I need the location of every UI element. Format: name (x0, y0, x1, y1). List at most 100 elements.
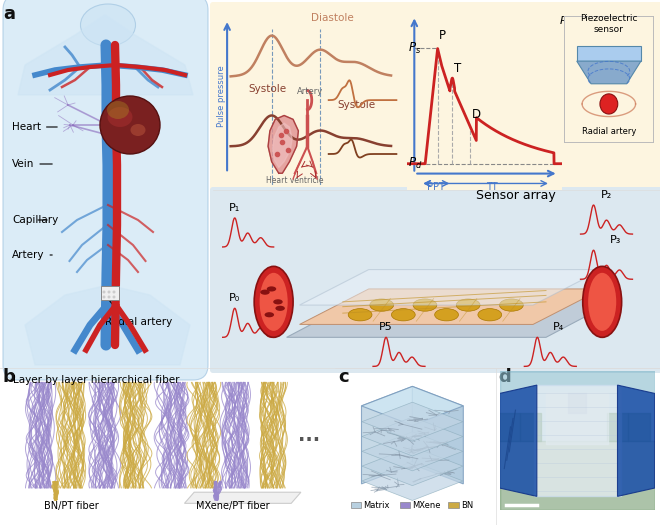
Text: Piezoelectric: Piezoelectric (580, 14, 638, 23)
Text: P₀: P₀ (229, 293, 240, 303)
FancyBboxPatch shape (3, 0, 208, 380)
Ellipse shape (600, 94, 618, 114)
Ellipse shape (456, 299, 480, 311)
Ellipse shape (370, 299, 393, 311)
Ellipse shape (107, 101, 129, 119)
Polygon shape (362, 386, 412, 484)
Ellipse shape (273, 299, 282, 304)
Polygon shape (568, 393, 587, 413)
Text: BN/PT fiber: BN/PT fiber (44, 501, 98, 511)
Ellipse shape (588, 273, 616, 331)
Polygon shape (362, 402, 463, 441)
Polygon shape (500, 371, 655, 440)
Text: D: D (472, 108, 481, 121)
Bar (449, 502, 459, 508)
Polygon shape (300, 269, 602, 305)
Ellipse shape (102, 296, 106, 299)
Text: PPT: PPT (427, 182, 445, 192)
Text: MXene/PT fiber: MXene/PT fiber (196, 501, 270, 511)
Ellipse shape (108, 290, 110, 293)
Text: Radial artery: Radial artery (105, 317, 172, 327)
Ellipse shape (275, 306, 285, 311)
Bar (400, 502, 411, 508)
Text: Artery: Artery (296, 87, 323, 96)
Ellipse shape (254, 266, 293, 338)
Text: P: P (439, 29, 446, 42)
Ellipse shape (583, 266, 622, 338)
Ellipse shape (260, 290, 270, 295)
Bar (101, 286, 119, 300)
Polygon shape (362, 461, 463, 500)
Text: TT: TT (486, 182, 498, 192)
Text: P₄: P₄ (553, 321, 564, 331)
Text: Systole: Systole (248, 85, 286, 94)
Text: Heart: Heart (12, 122, 57, 132)
Polygon shape (362, 386, 463, 425)
Polygon shape (362, 447, 463, 486)
Text: MXene: MXene (412, 501, 441, 510)
Text: $P_d$: $P_d$ (408, 156, 422, 171)
Polygon shape (300, 289, 602, 324)
Polygon shape (184, 492, 301, 503)
Text: a: a (3, 5, 15, 23)
Polygon shape (268, 116, 298, 173)
Polygon shape (362, 432, 463, 471)
Polygon shape (273, 123, 292, 167)
Ellipse shape (108, 107, 133, 127)
Text: Heart ventricle: Heart ventricle (267, 176, 324, 185)
Text: Pulse pressure: Pulse pressure (217, 66, 226, 127)
Polygon shape (577, 46, 641, 61)
Text: Diastole: Diastole (311, 13, 354, 23)
Ellipse shape (478, 309, 502, 321)
Text: $P_{(t)}$: $P_{(t)}$ (558, 15, 576, 29)
Text: Vein: Vein (12, 159, 52, 169)
Text: Layer by layer hierarchical fiber: Layer by layer hierarchical fiber (13, 375, 180, 385)
Text: c: c (338, 368, 348, 386)
Text: Matrix: Matrix (364, 501, 390, 510)
Text: BN: BN (461, 501, 473, 510)
Polygon shape (500, 385, 537, 497)
Ellipse shape (102, 290, 106, 293)
Polygon shape (546, 393, 609, 444)
Ellipse shape (131, 124, 145, 136)
Polygon shape (577, 61, 641, 84)
Text: ...: ... (298, 426, 320, 445)
Ellipse shape (108, 296, 110, 299)
Ellipse shape (112, 290, 115, 293)
Text: P5: P5 (379, 322, 393, 332)
Ellipse shape (348, 309, 372, 321)
Ellipse shape (81, 4, 135, 46)
Text: Sensor array: Sensor array (476, 188, 556, 202)
Ellipse shape (391, 309, 415, 321)
Ellipse shape (435, 309, 459, 321)
Polygon shape (362, 417, 463, 456)
Ellipse shape (267, 286, 277, 291)
Text: sensor: sensor (594, 25, 624, 34)
Polygon shape (618, 385, 655, 497)
Polygon shape (412, 386, 463, 484)
Ellipse shape (265, 312, 274, 317)
Bar (351, 502, 362, 508)
Ellipse shape (259, 273, 288, 331)
Text: P₂: P₂ (601, 190, 612, 200)
Text: P₁: P₁ (229, 203, 240, 213)
Text: $P_s$: $P_s$ (408, 41, 421, 56)
Text: b: b (3, 368, 16, 386)
Ellipse shape (100, 96, 160, 154)
Polygon shape (286, 299, 620, 338)
Ellipse shape (413, 299, 437, 311)
FancyBboxPatch shape (210, 2, 660, 193)
Polygon shape (500, 440, 655, 510)
Polygon shape (534, 385, 620, 497)
Text: T: T (454, 62, 461, 75)
Text: Systole: Systole (338, 100, 376, 110)
Polygon shape (25, 285, 190, 365)
Text: Capillary: Capillary (12, 215, 58, 225)
Text: Artery: Artery (12, 250, 52, 260)
Text: P₃: P₃ (609, 235, 621, 245)
Ellipse shape (112, 296, 115, 299)
Text: Radial artery: Radial artery (581, 127, 636, 136)
Text: d: d (498, 368, 511, 386)
FancyBboxPatch shape (210, 187, 660, 373)
Polygon shape (18, 15, 193, 95)
